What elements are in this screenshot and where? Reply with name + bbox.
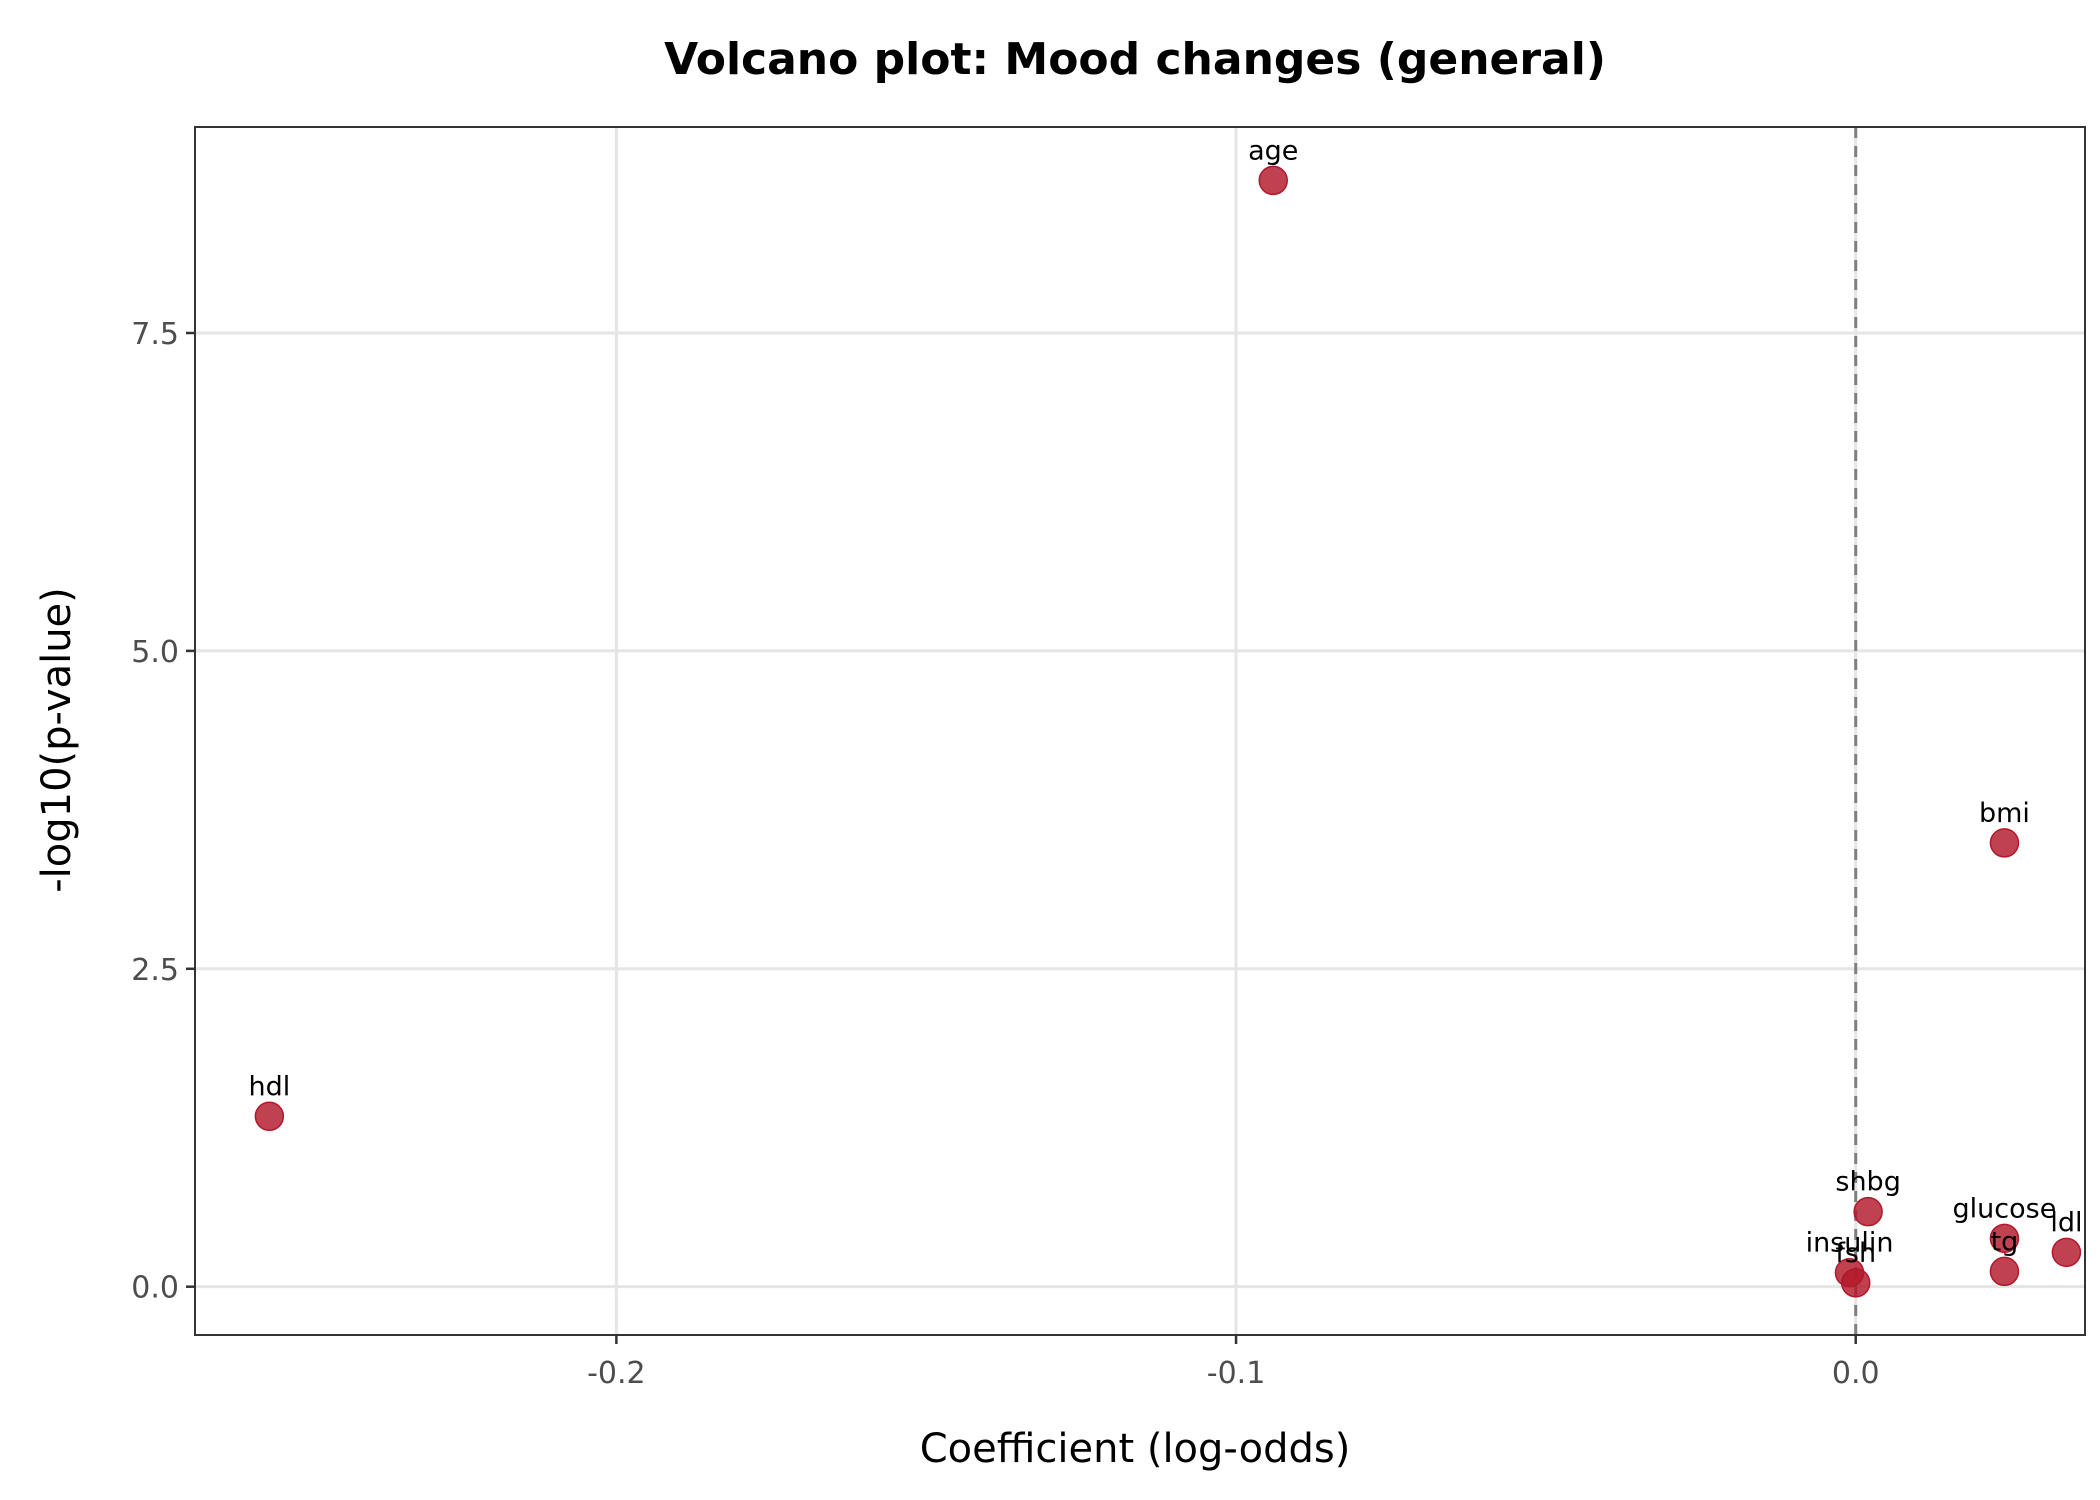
x-axis-title: Coefficient (log-odds): [920, 1426, 1351, 1472]
point-glucose: [1989, 1223, 2020, 1254]
point-ldl: [2051, 1237, 2082, 1268]
data-points: [254, 165, 2082, 1298]
point-age: [1258, 165, 1288, 196]
point-bmi: [1989, 828, 2020, 858]
point-label-shbg: shbg: [1835, 1167, 1900, 1198]
x-tick-label-0: -0.2: [587, 1356, 646, 1391]
point-label-insulin: insulin: [1806, 1228, 1894, 1259]
y-tick-label-1: 2.5: [131, 953, 179, 988]
plot-panel-border: [194, 126, 2086, 1336]
point-hdl: [254, 1101, 285, 1132]
point-label-glucose: glucose: [1953, 1193, 2057, 1224]
y-tick-label-3: 7.5: [131, 317, 179, 352]
point-tg: [1989, 1256, 2020, 1287]
y-axis: 0.0 2.5 5.0 7.5: [131, 317, 195, 1306]
chart-title: Volcano plot: Mood changes (general): [664, 34, 1606, 85]
y-tick-label-0: 0.0: [131, 1271, 179, 1306]
point-label-bmi: bmi: [1979, 798, 2030, 829]
y-axis-title: -log10(p-value): [34, 587, 80, 893]
point-label-fsh: fsh: [1835, 1238, 1876, 1269]
point-fsh: [1840, 1268, 1871, 1298]
point-shbg: [1853, 1196, 1883, 1227]
grid: [195, 127, 2085, 1335]
point-label-tg: tg: [1991, 1226, 2019, 1257]
x-tick-label-2: 0.0: [1832, 1356, 1880, 1391]
x-tick-label-1: -0.1: [1207, 1356, 1266, 1391]
point-label-age: age: [1248, 135, 1298, 166]
point-label-ldl: ldl: [2050, 1207, 2082, 1238]
point-label-hdl: hdl: [248, 1071, 290, 1102]
y-tick-label-2: 5.0: [131, 635, 179, 670]
x-axis: -0.2 -0.1 0.0: [587, 1335, 1880, 1391]
